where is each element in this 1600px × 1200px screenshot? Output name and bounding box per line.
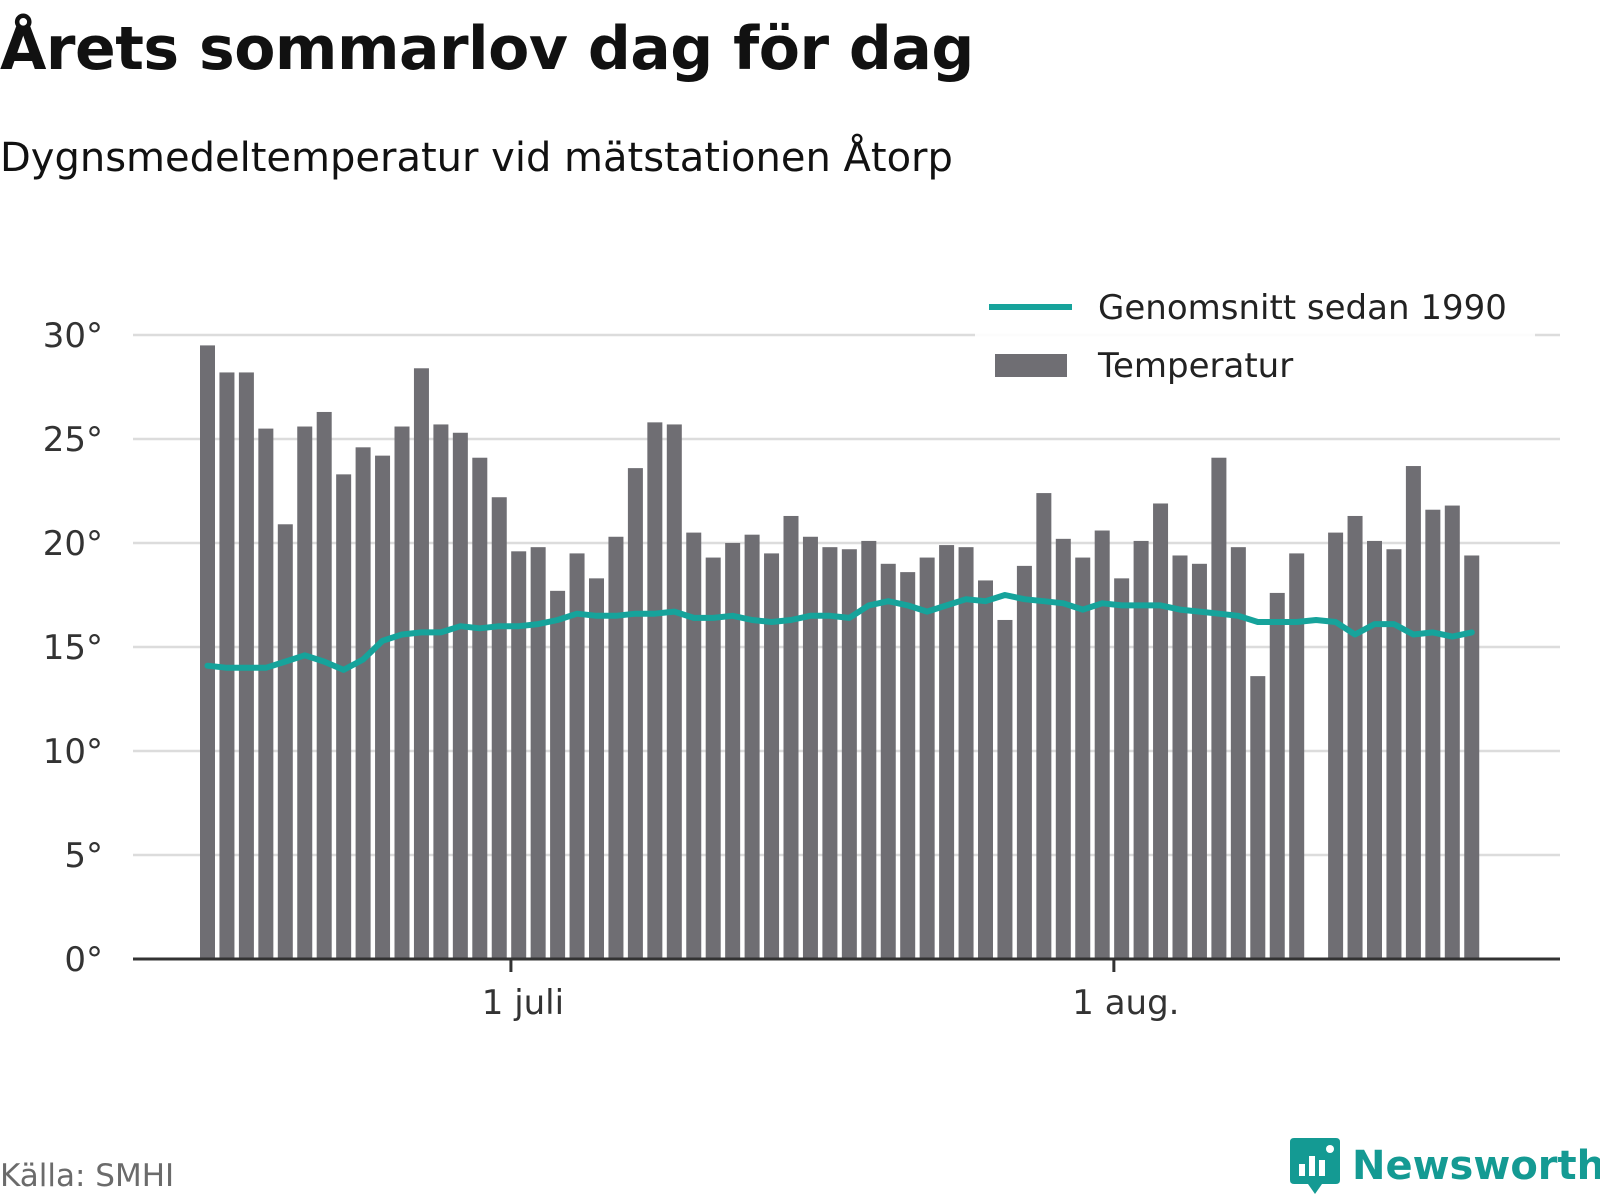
bar [1211,457,1227,959]
bar [1386,549,1402,959]
bar [1289,553,1305,959]
y-tick-label: 5° [64,836,103,876]
bar [1191,563,1207,959]
bar [277,524,293,959]
bar [375,455,391,959]
bar [1464,555,1480,959]
bar [200,345,215,959]
bar [355,447,371,959]
bar [1153,503,1169,959]
bar [939,545,955,959]
bar [258,428,274,960]
x-tick-label: 1 juli [482,983,564,1023]
bar [1036,493,1052,959]
bar [394,426,410,959]
bar [725,543,741,959]
bar [608,536,624,959]
line-series-genomsnitt [204,592,1475,673]
bar [627,468,643,959]
y-tick-label: 25° [43,420,103,460]
bar [1444,505,1460,959]
y-axis-labels: 0° 5° 10° 15° 20° 25° 30° [43,316,103,980]
bar [1230,547,1246,959]
bar [1016,565,1032,959]
bar [472,457,488,959]
bar [666,424,682,959]
x-tick-label: 1 aug. [1072,983,1179,1023]
bar [1075,557,1091,959]
bar [316,411,332,960]
bar [491,497,507,959]
bar [589,578,604,959]
y-tick-label: 0° [64,940,103,980]
y-tick-label: 10° [43,732,103,772]
bar [1133,540,1149,959]
legend-label-genomsnitt: Genomsnitt sedan 1990 [1098,288,1507,328]
source-note: Källa: SMHI [0,1158,175,1194]
bar [919,557,935,959]
legend: Genomsnitt sedan 1990 Temperatur [975,282,1535,400]
bar [530,547,546,959]
chart-subtitle: Dygnsmedeltemperatur vid mätstationen Åt… [0,135,953,181]
bar [1114,578,1130,959]
bar [997,619,1013,959]
bar [647,422,663,959]
chart-title: Årets sommarlov dag för dag [0,14,974,84]
bar [297,426,313,959]
bar [1367,540,1382,959]
bar [1094,530,1110,959]
bar [686,532,702,959]
y-tick-label: 20° [43,524,103,564]
bar [569,553,585,959]
bar [783,515,799,959]
bar [764,553,780,959]
bar [1347,515,1363,959]
bar [900,572,916,959]
bar [880,563,896,959]
newsworthy-logo-icon [1290,1138,1340,1194]
x-axis: 1 juli 1 aug. [133,957,1560,1023]
bar [841,549,857,959]
bar [1405,466,1421,959]
bar [1250,676,1266,959]
bar [1425,509,1441,959]
brand-name: Newsworthy [1352,1143,1600,1189]
bar [705,557,721,959]
bar [1172,555,1188,959]
y-tick-label: 15° [43,628,103,668]
bar [861,540,877,959]
bar [744,534,760,959]
bar [550,590,566,959]
bar [1055,538,1071,959]
bar [452,432,468,959]
bar [511,551,527,959]
bar [1328,532,1344,959]
bar [413,368,429,959]
bar-series-temperatur [200,345,1480,960]
legend-background [975,282,1535,400]
bar [336,474,352,959]
bar [802,536,818,959]
y-tick-label: 30° [43,316,103,356]
legend-swatch-bar [995,354,1067,377]
average-line [204,592,1475,673]
bar [822,547,838,959]
legend-label-temperatur: Temperatur [1097,346,1293,386]
bar [1269,592,1285,959]
brand-logo: Newsworthy [1290,1138,1600,1194]
bar [958,547,974,959]
bar [978,580,993,959]
bar [433,424,449,959]
